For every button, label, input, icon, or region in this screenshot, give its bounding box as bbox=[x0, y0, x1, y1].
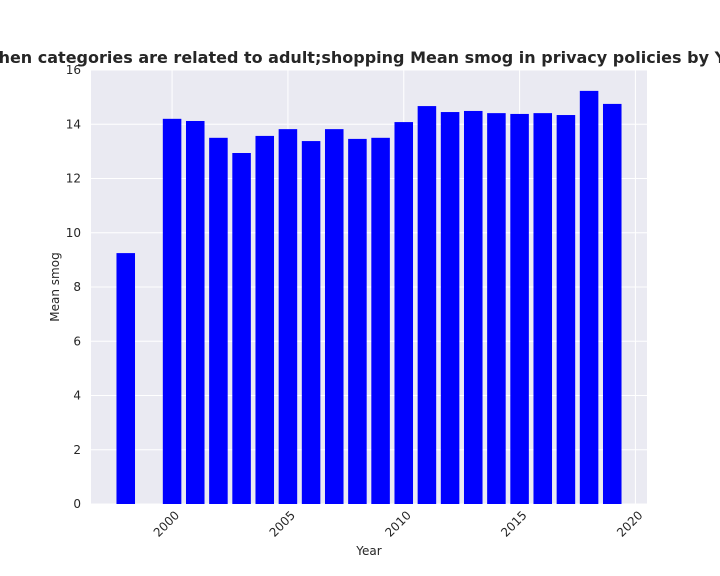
bar bbox=[116, 253, 136, 504]
y-tick-label: 8 bbox=[73, 280, 81, 294]
bar bbox=[487, 113, 506, 504]
bar bbox=[463, 110, 483, 505]
x-tick-label: 2005 bbox=[267, 508, 298, 539]
x-tick-label: 2010 bbox=[382, 508, 413, 539]
y-tick-label: 12 bbox=[66, 172, 81, 186]
bar bbox=[371, 137, 390, 504]
y-tick-label: 0 bbox=[73, 497, 81, 511]
y-tick-label: 6 bbox=[73, 334, 81, 348]
bar bbox=[394, 122, 414, 504]
y-tick-label: 10 bbox=[66, 226, 81, 240]
bar bbox=[301, 141, 321, 504]
y-tick-label: 4 bbox=[73, 389, 81, 403]
x-tick-label: 2020 bbox=[614, 508, 645, 539]
x-tick-label: 2015 bbox=[498, 508, 529, 539]
chart-title: when categories are related to adult;sho… bbox=[0, 48, 720, 67]
bar bbox=[255, 135, 275, 504]
y-tick-label: 14 bbox=[66, 117, 81, 131]
bar bbox=[579, 90, 599, 504]
bar bbox=[278, 129, 298, 504]
bar bbox=[209, 137, 228, 504]
bar bbox=[232, 153, 251, 504]
bar bbox=[324, 129, 344, 504]
y-tick-label: 2 bbox=[73, 443, 81, 457]
bar bbox=[440, 112, 460, 504]
x-axis-label: Year bbox=[355, 544, 381, 558]
y-tick-label: 16 bbox=[66, 63, 81, 77]
bar bbox=[417, 106, 437, 505]
bar bbox=[510, 113, 529, 504]
bar bbox=[185, 120, 205, 505]
bar bbox=[533, 113, 553, 504]
bar bbox=[348, 138, 367, 504]
y-axis-label: Mean smog bbox=[48, 252, 62, 321]
bar bbox=[556, 115, 576, 504]
bar bbox=[602, 103, 622, 504]
bar bbox=[162, 118, 182, 504]
x-tick-label: 2000 bbox=[151, 508, 182, 539]
